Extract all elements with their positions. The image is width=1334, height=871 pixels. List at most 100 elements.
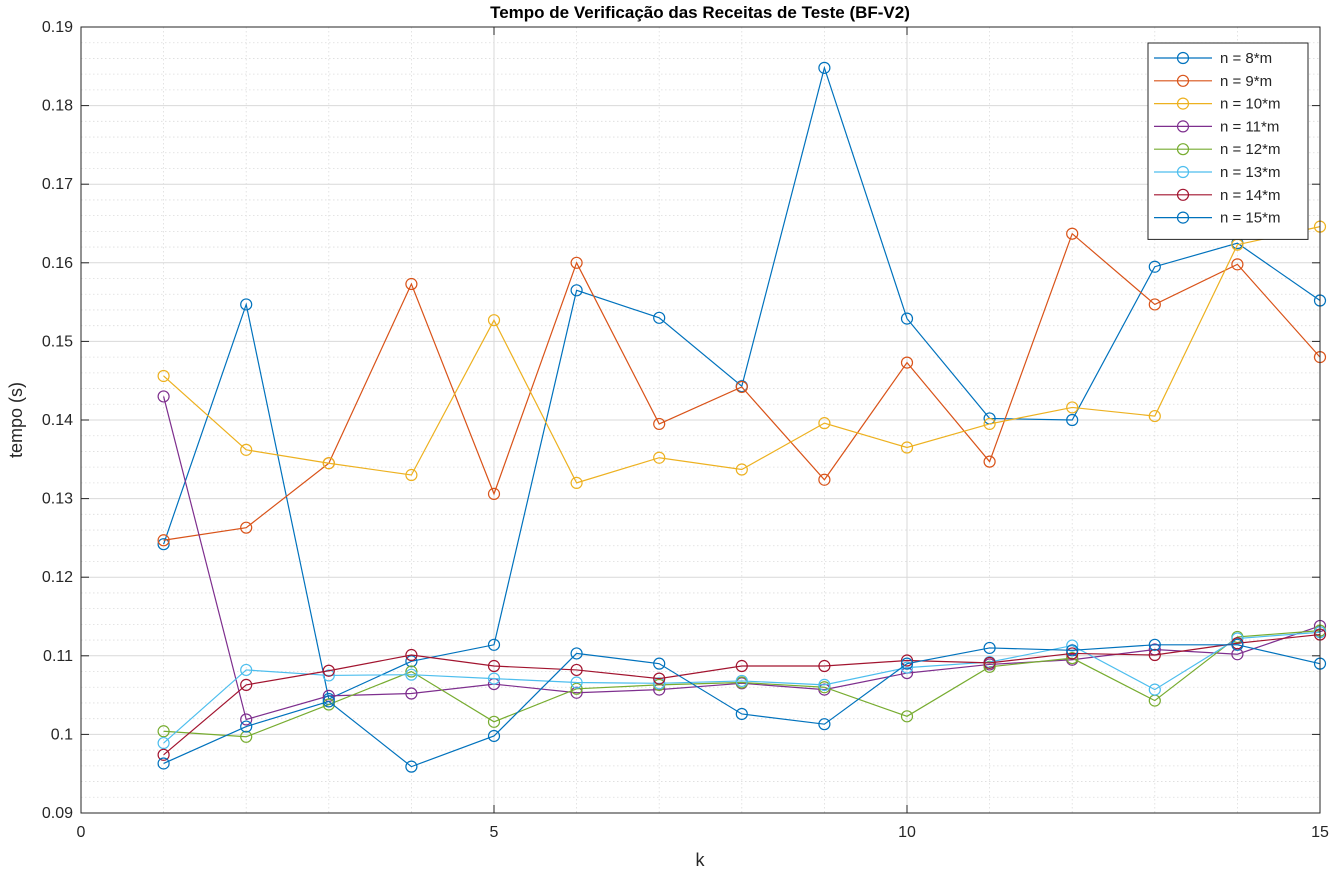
- data-point: [240, 663, 253, 677]
- data-point: [1231, 632, 1244, 645]
- series-line: [163, 631, 1321, 744]
- data-point: [1148, 683, 1161, 696]
- data-point: [818, 61, 831, 74]
- tick-marks: [80, 26, 1321, 814]
- legend-item: n = 15*m: [1154, 210, 1280, 227]
- y-tick-label: 0.16: [42, 255, 73, 272]
- data-point: [487, 638, 501, 651]
- data-point: [1231, 258, 1244, 271]
- legend-marker: [1176, 165, 1190, 179]
- data-point: [240, 443, 253, 456]
- x-tick-label: 0: [77, 824, 86, 841]
- legend-marker: [1176, 51, 1190, 65]
- data-point: [735, 463, 748, 476]
- legend-label: n = 9*m: [1220, 73, 1272, 90]
- y-tick-label: 0.13: [42, 491, 73, 508]
- y-tick-labels: 0.09 0.1 0.11 0.12 0.13 0.14 0.15 0.16 0.17 0.18 0…: [42, 19, 73, 822]
- data-point: [818, 678, 831, 691]
- data-point: [1066, 652, 1079, 665]
- y-tick-label: 0.09: [42, 805, 73, 822]
- data-point: [157, 748, 170, 761]
- series-7: [157, 628, 1327, 761]
- legend-label: n = 15*m: [1220, 210, 1280, 227]
- data-point: [240, 678, 253, 691]
- data-point: [1148, 409, 1161, 423]
- data-point: [157, 390, 170, 403]
- data-point: [1066, 227, 1079, 240]
- x-tick-label: 5: [490, 824, 499, 841]
- series-8: [157, 638, 1327, 773]
- legend-marker: [1176, 188, 1190, 201]
- data-point: [405, 668, 418, 681]
- series-line: [163, 630, 1321, 738]
- data-point: [735, 674, 748, 688]
- data-point: [240, 713, 253, 726]
- legend-item: n = 14*m: [1154, 187, 1280, 204]
- legend-item: n = 11*m: [1154, 118, 1279, 135]
- legend-label: n = 8*m: [1220, 50, 1272, 67]
- data-point: [1148, 648, 1161, 662]
- data-point: [1148, 298, 1161, 311]
- legend-item: n = 10*m: [1154, 96, 1280, 113]
- data-point: [487, 729, 501, 743]
- data-point: [818, 659, 831, 673]
- data-point: [405, 468, 418, 482]
- data-point: [983, 455, 996, 468]
- data-point: [653, 417, 666, 431]
- y-tick-label: 0.14: [42, 412, 73, 429]
- series-line: [163, 396, 1321, 721]
- data-point: [570, 682, 583, 695]
- legend-label: n = 11*m: [1220, 118, 1279, 135]
- data-point: [570, 476, 583, 489]
- x-tick-label: 10: [898, 824, 916, 841]
- data-point: [487, 715, 501, 728]
- data-point: [900, 654, 914, 667]
- data-point: [735, 659, 748, 673]
- legend-box: [1147, 42, 1309, 240]
- data-point: [570, 256, 583, 269]
- data-point: [240, 521, 253, 534]
- data-point: [983, 417, 996, 431]
- series-1: [157, 61, 1327, 706]
- legend: n = 8*m n = 9*m n = 10*m n = 11*m n = 12*m n …: [1147, 42, 1309, 240]
- data-point: [240, 720, 253, 733]
- legend-marker: [1176, 74, 1190, 87]
- legend-item: n = 8*m: [1154, 50, 1272, 67]
- data-point: [322, 664, 335, 677]
- data-point: [653, 657, 666, 670]
- legend-item: n = 13*m: [1154, 164, 1280, 181]
- data-point: [322, 695, 335, 708]
- data-point: [653, 451, 666, 464]
- y-tick-label: 0.1: [51, 726, 73, 743]
- data-point: [240, 730, 253, 743]
- y-tick-label: 0.18: [42, 98, 73, 115]
- data-point: [900, 356, 914, 369]
- data-point: [653, 677, 666, 690]
- data-point: [818, 473, 831, 486]
- data-point: [900, 312, 914, 325]
- series-line: [163, 633, 1321, 756]
- legend-marker: [1176, 97, 1190, 110]
- data-point: [818, 417, 831, 430]
- data-point: [1066, 644, 1079, 657]
- data-point: [322, 698, 335, 711]
- data-point: [322, 457, 335, 470]
- legend-marker: [1176, 211, 1190, 224]
- data-point: [818, 718, 831, 731]
- legend-item: n = 12*m: [1154, 141, 1280, 158]
- chart-title: Tempo de Verificação das Receitas de Tes…: [490, 3, 910, 22]
- data-point: [157, 369, 170, 383]
- data-point: [983, 660, 996, 673]
- data-point: [1148, 260, 1161, 273]
- data-point: [570, 676, 583, 689]
- data-point: [735, 380, 748, 394]
- series-line: [163, 644, 1321, 768]
- data-point: [240, 298, 253, 311]
- data-point: [157, 534, 170, 547]
- data-point: [405, 277, 418, 291]
- data-point: [487, 314, 501, 327]
- data-point: [1231, 638, 1244, 651]
- legend-label: n = 10*m: [1220, 96, 1280, 113]
- data-point: [570, 663, 583, 677]
- data-point: [322, 669, 335, 682]
